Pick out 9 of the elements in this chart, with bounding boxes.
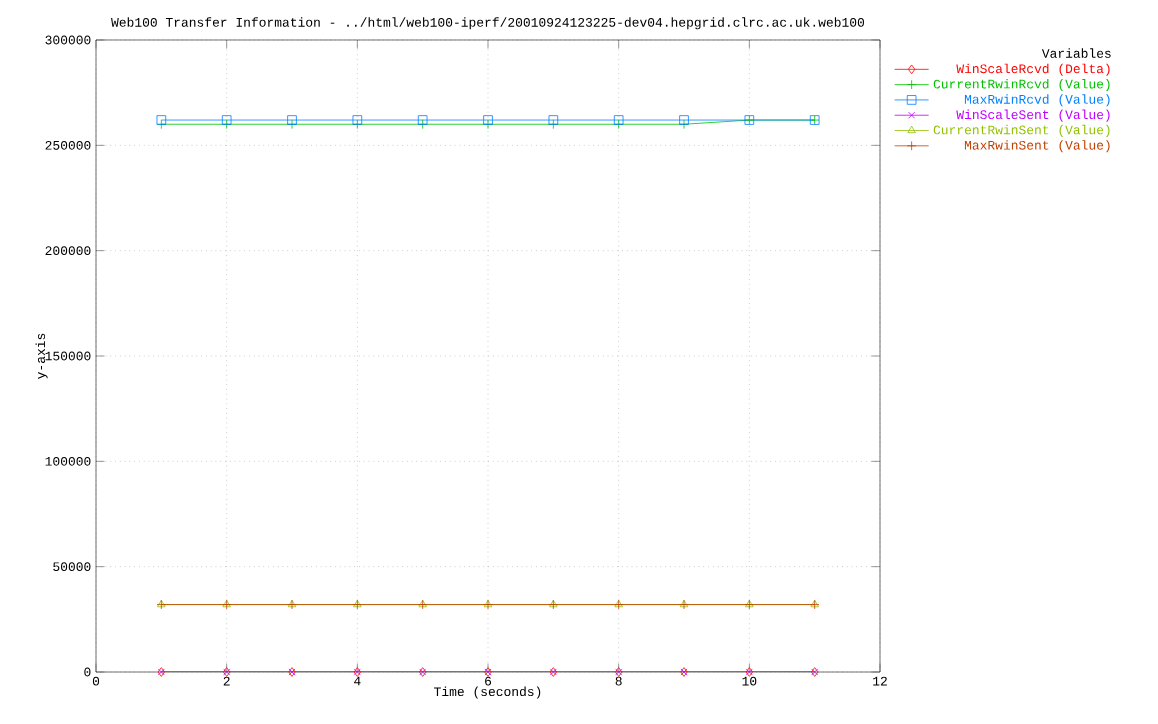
point bbox=[221, 115, 232, 125]
point bbox=[417, 115, 428, 125]
point bbox=[483, 115, 493, 125]
point bbox=[352, 115, 363, 125]
point bbox=[156, 115, 167, 125]
point bbox=[613, 115, 624, 125]
point bbox=[679, 115, 689, 125]
point bbox=[548, 115, 559, 125]
point bbox=[287, 115, 297, 125]
